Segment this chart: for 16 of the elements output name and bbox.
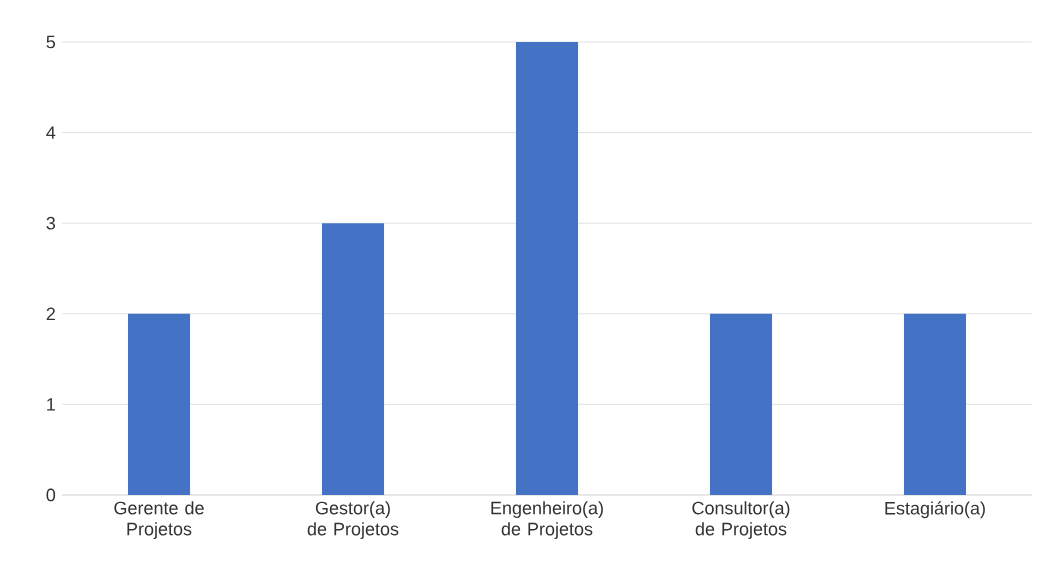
y-tick-label: 0 bbox=[46, 488, 56, 502]
bar bbox=[903, 313, 967, 495]
y-tick-label: 3 bbox=[46, 216, 56, 230]
bar bbox=[709, 313, 773, 495]
y-tick-label: 4 bbox=[46, 126, 56, 139]
x-tick-label: Engenheiro(a) de Projetos bbox=[491, 501, 603, 539]
y-tick-label: 2 bbox=[46, 307, 55, 321]
x-tick-label: Gerente de Projetos bbox=[114, 501, 204, 539]
bar bbox=[127, 313, 191, 495]
x-tick-label: Gestor(a) de Projetos bbox=[307, 501, 399, 539]
bar bbox=[321, 223, 385, 495]
bar bbox=[515, 42, 579, 495]
x-tick-label: Consultor(a) de Projetos bbox=[692, 501, 790, 539]
x-tick-label: Estagiário(a) bbox=[885, 501, 985, 519]
y-tick-label: 5 bbox=[46, 35, 56, 49]
y-tick-label: 1 bbox=[47, 398, 55, 411]
